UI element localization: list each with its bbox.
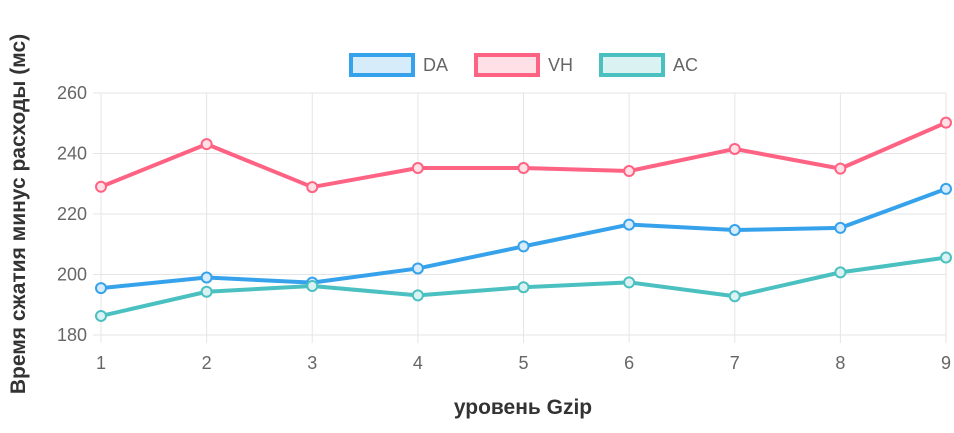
data-point[interactable] (940, 251, 952, 264)
data-point[interactable] (95, 282, 107, 295)
data-point[interactable] (940, 182, 952, 195)
data-point[interactable] (200, 285, 213, 298)
y-tick-label: 180 (57, 325, 87, 345)
data-point[interactable] (95, 309, 107, 322)
x-tick-label: 4 (413, 353, 423, 373)
x-tick-label: 3 (307, 353, 317, 373)
x-axis-title: уровень Gzip (454, 396, 592, 419)
legend-item-ac[interactable]: AC (599, 53, 698, 77)
y-tick-label: 260 (57, 83, 87, 103)
legend-swatch (349, 53, 415, 77)
legend-swatch (474, 53, 540, 77)
series-da (95, 182, 952, 295)
data-point[interactable] (517, 162, 530, 175)
x-tick-label: 6 (624, 353, 634, 373)
data-point[interactable] (623, 165, 636, 178)
y-axis-title: Время сжатия минус расходы (мс) (7, 34, 30, 394)
y-axis-ticks: 180 200 220 240 260 (57, 83, 87, 345)
x-tick-label: 7 (730, 353, 740, 373)
data-point[interactable] (940, 116, 952, 129)
x-tick-label: 5 (518, 353, 528, 373)
x-tick-label: 2 (202, 353, 212, 373)
legend-label: AC (673, 55, 698, 75)
data-point[interactable] (306, 181, 319, 194)
series-lines (95, 116, 952, 322)
legend[interactable]: DA VH AC (349, 53, 698, 77)
data-point[interactable] (728, 142, 741, 155)
data-point[interactable] (728, 290, 741, 303)
data-point[interactable] (834, 266, 847, 279)
y-tick-label: 240 (57, 144, 87, 164)
legend-item-da[interactable]: DA (349, 53, 448, 77)
y-tick-label: 200 (57, 265, 87, 285)
data-point[interactable] (95, 180, 107, 193)
y-tick-label: 220 (57, 204, 87, 224)
data-point[interactable] (623, 218, 636, 231)
legend-swatch (599, 53, 665, 77)
data-point[interactable] (411, 262, 424, 275)
data-point[interactable] (411, 289, 424, 302)
x-tick-label: 9 (941, 353, 951, 373)
legend-label: DA (423, 55, 448, 75)
legend-item-vh[interactable]: VH (474, 53, 573, 77)
data-point[interactable] (517, 281, 530, 294)
legend-label: VH (548, 55, 573, 75)
data-point[interactable] (728, 224, 741, 237)
data-point[interactable] (200, 138, 213, 151)
data-point[interactable] (623, 276, 636, 289)
data-point[interactable] (834, 162, 847, 175)
data-point[interactable] (411, 162, 424, 175)
data-point[interactable] (306, 279, 319, 292)
series-ac (95, 251, 952, 322)
x-tick-label: 1 (96, 353, 106, 373)
x-axis-ticks: 1 2 3 4 5 6 7 8 9 (96, 353, 951, 373)
grid (93, 92, 947, 343)
data-point[interactable] (200, 271, 213, 284)
series-vh (95, 116, 952, 194)
data-point[interactable] (517, 240, 530, 253)
data-point[interactable] (834, 221, 847, 234)
x-tick-label: 8 (835, 353, 845, 373)
